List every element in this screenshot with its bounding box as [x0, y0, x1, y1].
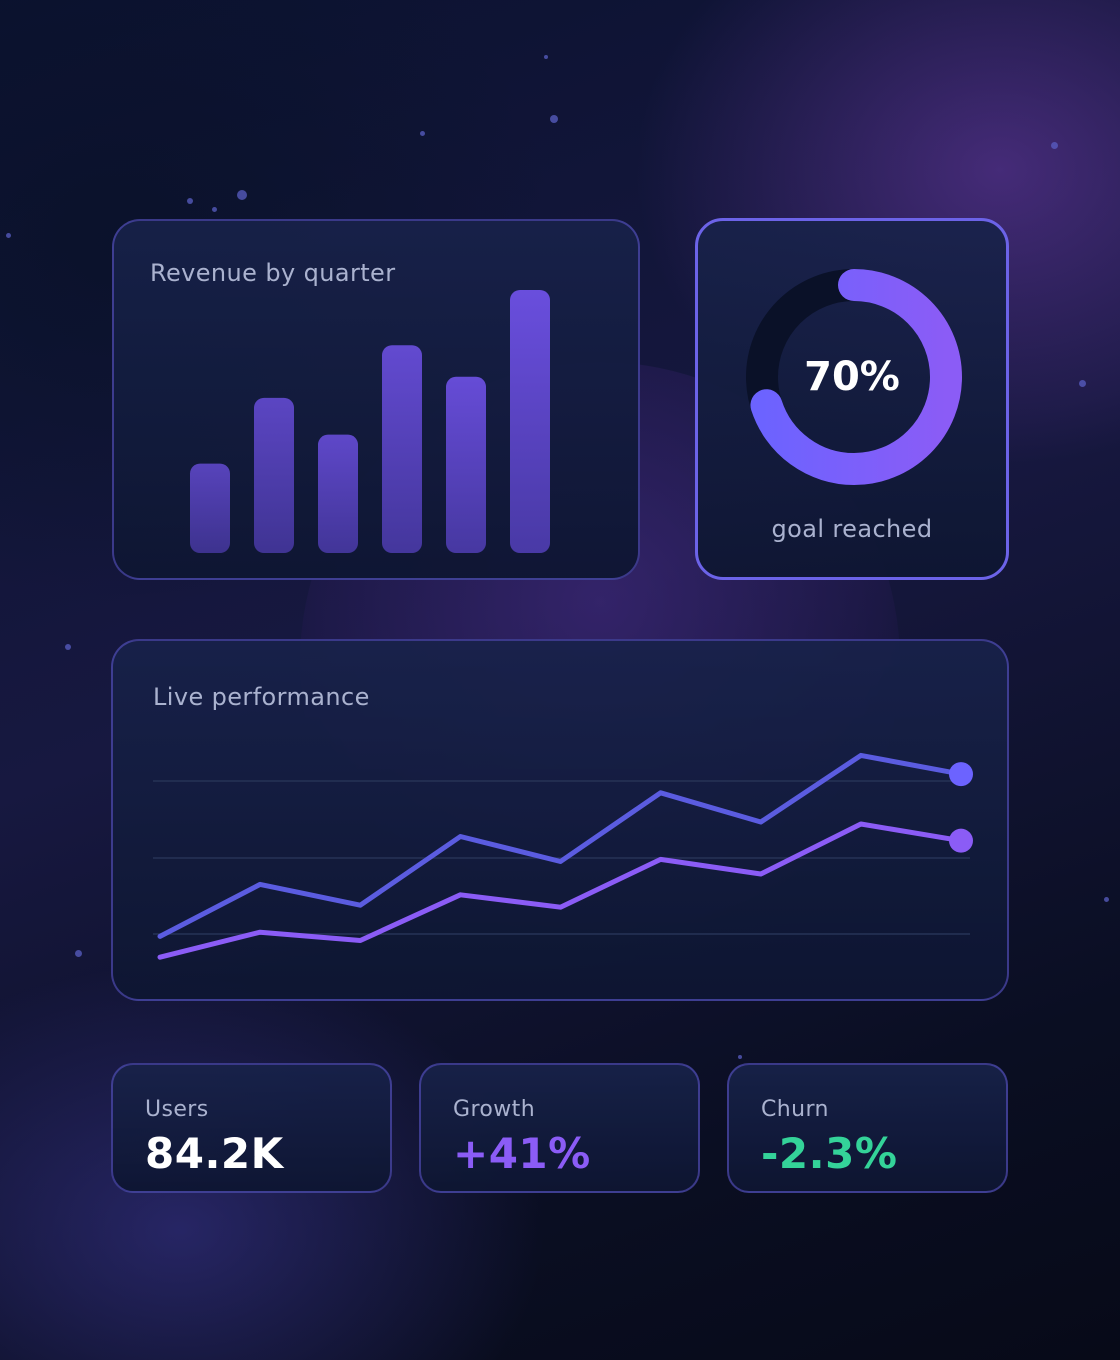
star-dot	[187, 198, 193, 204]
star-dot	[74, 949, 82, 957]
performance-title: Live performance	[153, 683, 370, 711]
star-dot	[1050, 141, 1058, 149]
star-dot	[1103, 896, 1109, 902]
star-dot	[1078, 379, 1086, 387]
goal-label: goal reached	[771, 515, 933, 543]
star-dot	[211, 206, 217, 212]
star-dot	[65, 644, 71, 650]
revenue-bar	[190, 463, 230, 553]
series-line	[157, 752, 964, 939]
series-line	[157, 821, 964, 960]
stat-value-churn: -2.3%	[761, 1129, 898, 1178]
series-end-point	[949, 762, 973, 787]
performance-line-chart	[153, 752, 973, 960]
goal-percentage: 70%	[804, 354, 900, 400]
star-dot	[550, 115, 558, 123]
revenue-bar	[382, 345, 422, 553]
performance-card: Live performance	[111, 639, 1009, 1001]
stat-card-growth: Growth +41%	[419, 1063, 700, 1193]
revenue-bar	[510, 290, 550, 553]
stat-card-churn: Churn -2.3%	[727, 1063, 1008, 1193]
star-dot	[237, 190, 247, 200]
revenue-card: Revenue by quarter	[112, 219, 640, 580]
stat-label-churn: Churn	[761, 1097, 829, 1122]
revenue-bar	[446, 376, 486, 553]
revenue-bar	[318, 434, 358, 553]
stat-label-growth: Growth	[453, 1097, 536, 1122]
goal-donut-chart	[746, 269, 962, 485]
revenue-bar-chart	[190, 290, 550, 553]
series-end-point	[949, 828, 973, 853]
stat-label-users: Users	[145, 1097, 209, 1122]
star-dot	[5, 232, 11, 238]
donut-progress-arc	[746, 269, 962, 485]
stat-card-users: Users 84.2K	[111, 1063, 392, 1193]
stat-value-users: 84.2K	[145, 1129, 284, 1178]
star-dot	[738, 1055, 742, 1059]
star-dot	[544, 55, 548, 59]
revenue-bar	[254, 397, 294, 553]
revenue-title: Revenue by quarter	[150, 259, 396, 287]
stat-value-growth: +41%	[453, 1129, 591, 1178]
goal-card: 70% goal reached	[695, 218, 1009, 580]
star-dot	[419, 130, 425, 136]
